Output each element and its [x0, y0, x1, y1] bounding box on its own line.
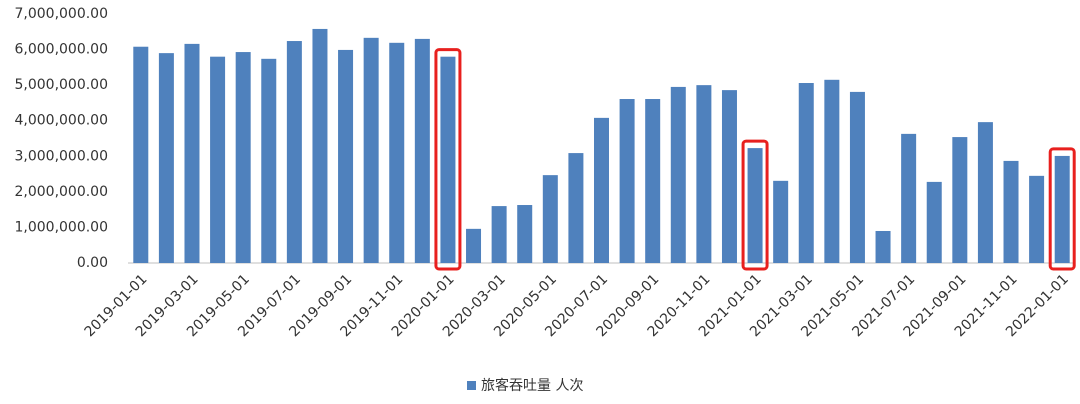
bar [440, 56, 456, 263]
y-tick-label: 0.00 [77, 255, 108, 271]
y-tick-label: 3,000,000.00 [14, 148, 108, 164]
bar [184, 43, 200, 263]
bar [849, 91, 865, 263]
bar [363, 37, 379, 263]
bar [670, 86, 686, 264]
bar [466, 228, 482, 263]
bar [926, 181, 942, 263]
bar [338, 49, 354, 264]
bar [977, 122, 993, 263]
bar [210, 56, 226, 263]
bar [158, 53, 174, 263]
bar [952, 137, 968, 263]
bar [619, 99, 635, 263]
y-tick-label: 5,000,000.00 [14, 77, 108, 93]
bar [773, 180, 789, 263]
bar [568, 153, 584, 263]
bar [491, 206, 507, 263]
bar [798, 83, 814, 263]
highlight-box [434, 48, 462, 271]
bar [133, 46, 149, 264]
bar [235, 52, 251, 263]
y-tick-label: 6,000,000.00 [14, 42, 108, 58]
bar [901, 133, 917, 263]
bar [286, 41, 302, 263]
y-tick-label: 2,000,000.00 [14, 184, 108, 200]
bar [875, 230, 891, 263]
bar [1029, 175, 1045, 263]
bar [1054, 155, 1070, 263]
legend-swatch [467, 381, 476, 390]
bar [824, 79, 840, 263]
bar [1003, 160, 1019, 263]
bar [645, 99, 661, 263]
bar [542, 175, 558, 263]
bar [389, 42, 405, 263]
bar [696, 85, 712, 264]
bar [261, 58, 277, 263]
highlight-box [741, 139, 769, 271]
bar [517, 205, 533, 263]
y-tick-label: 4,000,000.00 [14, 113, 108, 129]
bar [414, 38, 430, 264]
bar [747, 148, 763, 263]
bar [312, 28, 328, 263]
y-tick-label: 7,000,000.00 [14, 6, 108, 22]
y-tick-label: 1,000,000.00 [14, 219, 108, 235]
legend-label: 旅客吞吐量 人次 [481, 377, 583, 394]
bar [594, 117, 609, 264]
highlight-box [1048, 147, 1076, 271]
bar [721, 90, 737, 263]
